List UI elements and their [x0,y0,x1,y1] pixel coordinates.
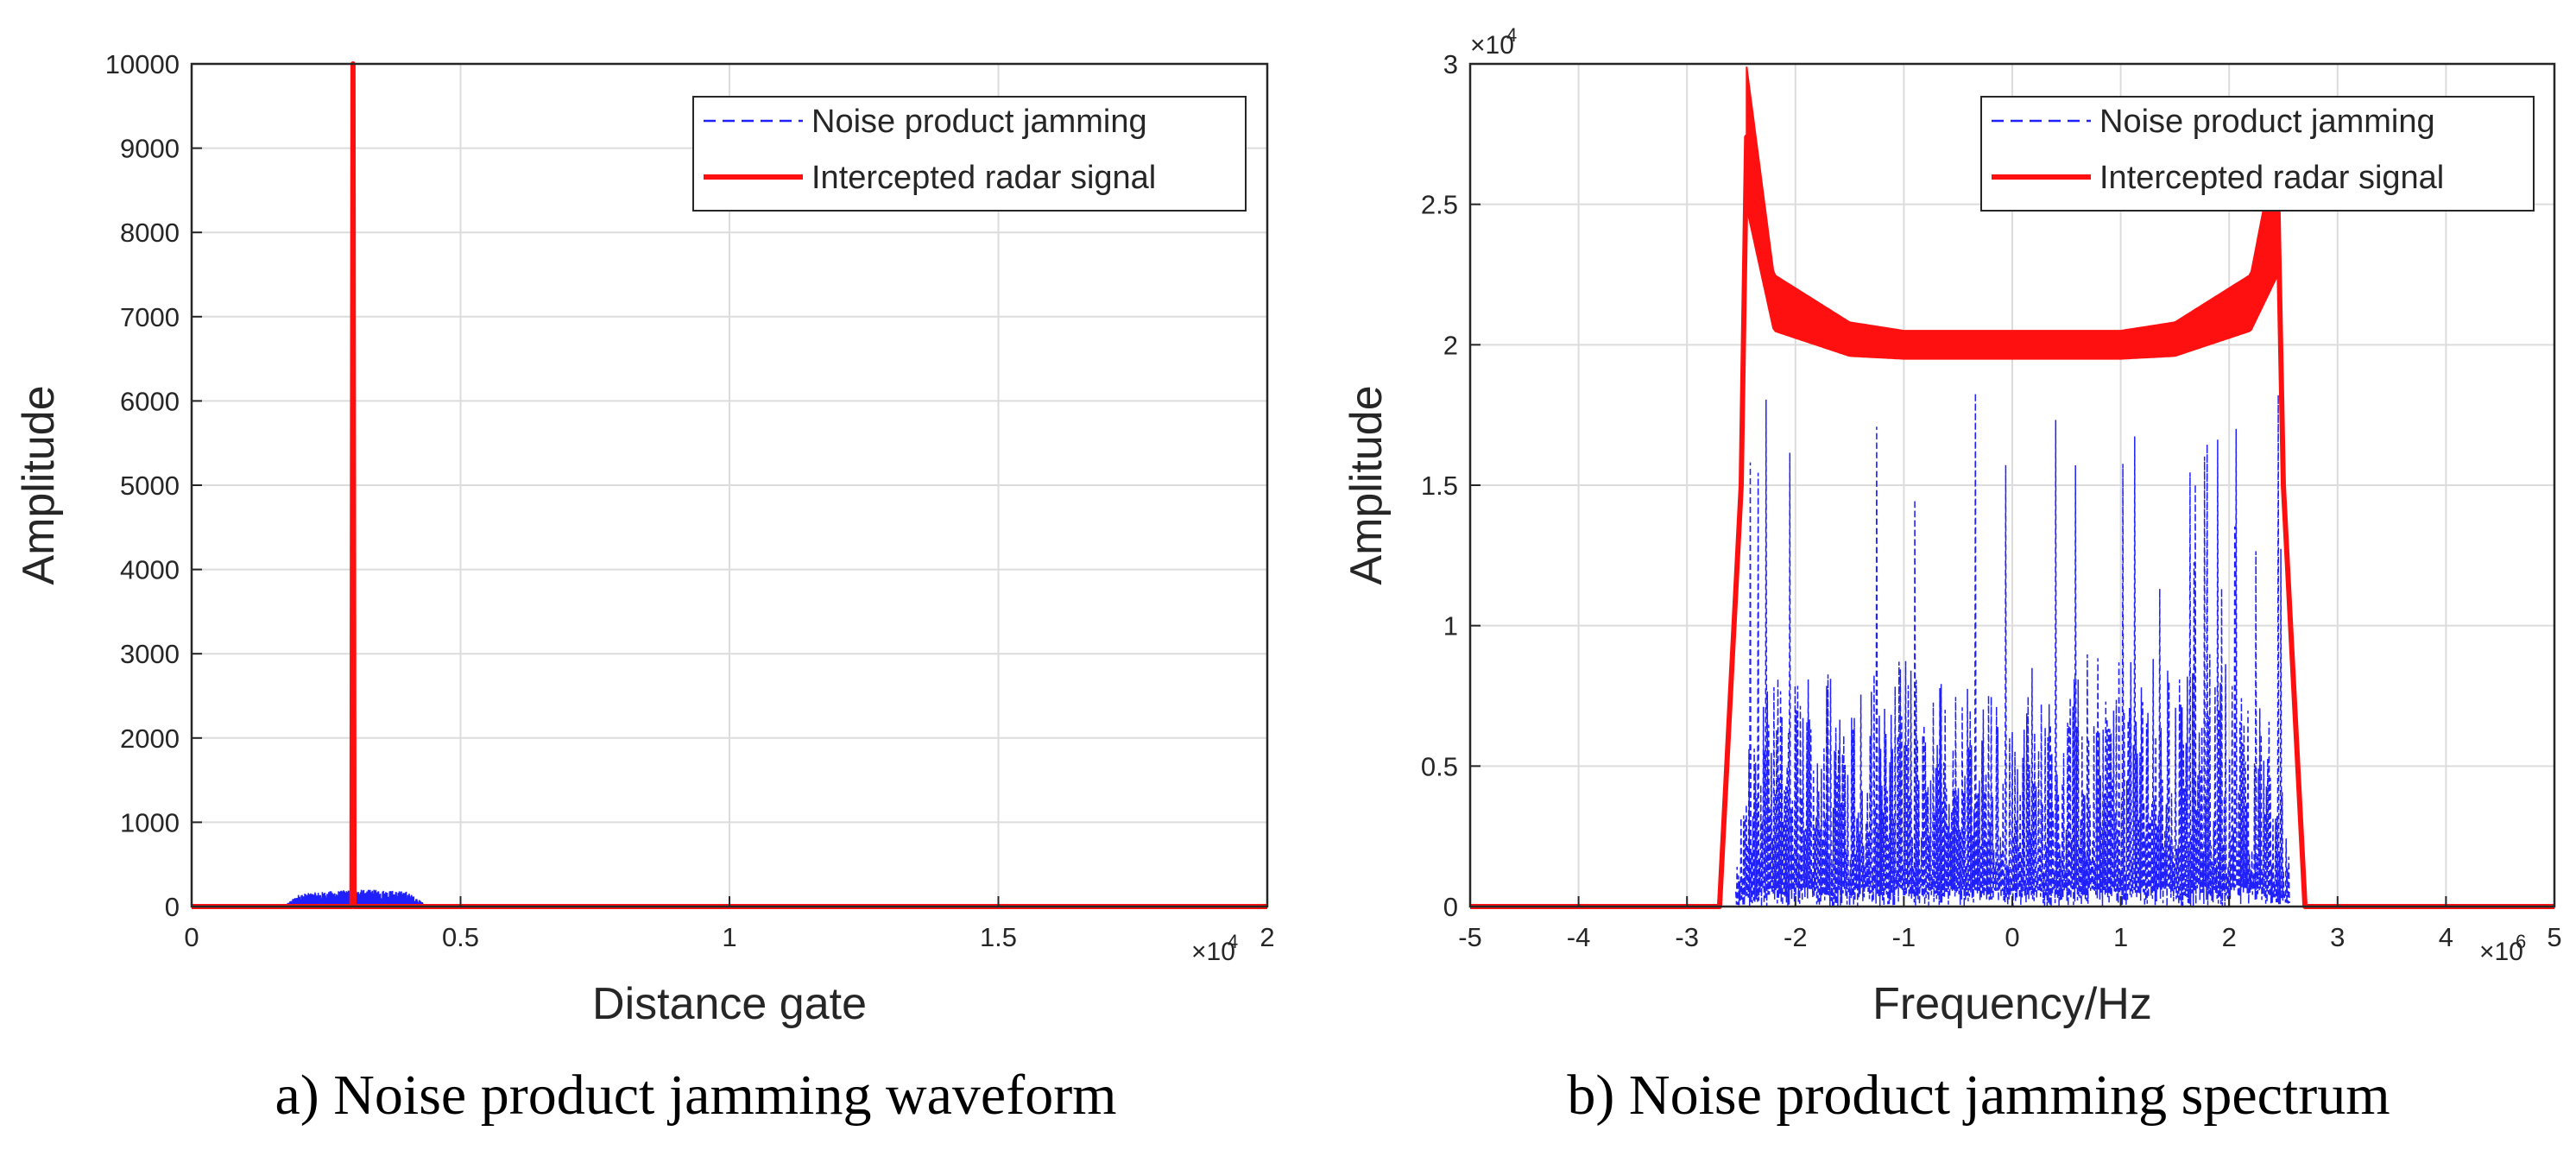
y-tick-label: 1000 [120,807,180,837]
y-tick-label: 6000 [120,386,180,416]
y-axis-label: Amplitude [1342,385,1392,584]
series-noise-jamming [1734,393,2290,907]
x-tick-label: 4 [2439,922,2453,952]
x-axis-label: Frequency/Hz [1872,979,2152,1029]
plot-series [1470,66,2554,909]
y-tick-label: 1 [1443,611,1458,641]
chart-spectrum: -5 -4 -3 -2 -1 0 1 2 3 4 5 0 0.5 1 1.5 2 2.5 3 Frequency… [1342,24,2562,1127]
x-tick-label: 5 [2547,922,2561,952]
y-tick-label: 2000 [120,723,180,754]
x-tick-label: -1 [1892,922,1916,952]
x-tick-label: 0 [2005,922,2019,952]
x-tick-label: -4 [1567,922,1591,952]
legend-label-radar: Intercepted radar signal [811,160,1156,196]
y-tick-label: 3000 [120,639,180,669]
legend-label-radar: Intercepted radar signal [2099,160,2444,196]
chart-waveform: 0 0.5 1 1.5 2 0 1000 2000 3000 4000 5000 6000 7000 8… [14,49,1275,1127]
x-ticks: -5 -4 -3 -2 -1 0 1 2 3 4 5 [1458,896,2562,952]
y-ticks: 0 1000 2000 3000 4000 5000 6000 7000 8000 9000 100… [105,49,202,922]
y-tick-label: 3 [1443,49,1458,79]
legend-box [692,96,1247,212]
caption: a) Noise product jamming waveform [275,1064,1116,1127]
x-tick-label: -2 [1784,922,1808,952]
series-radar-signal [1470,134,2554,909]
y-exponent: ×10 4 [1470,24,1517,60]
y-tick-label: 2 [1443,330,1458,360]
y-tick-label: 10000 [105,49,180,79]
x-tick-label: -3 [1675,922,1699,952]
y-tick-label: 4000 [120,555,180,585]
legend-label-jamming: Noise product jamming [811,104,1147,140]
y-tick-label: 7000 [120,302,180,332]
y-tick-label: 2.5 [1421,190,1458,220]
svg-text:4: 4 [1228,931,1238,952]
y-tick-label: 8000 [120,218,180,248]
svg-text:×10: ×10 [1470,31,1514,60]
y-ticks: 0 0.5 1 1.5 2 2.5 3 [1421,49,1481,922]
svg-text:4: 4 [1506,24,1517,46]
svg-text:×10: ×10 [2479,938,2523,966]
x-tick-label: 1 [722,922,736,952]
legend: Noise product jamming Intercepted radar … [692,96,1247,212]
x-tick-label: 3 [2330,922,2345,952]
x-exponent: ×10 4 [1191,931,1238,966]
x-tick-label: 2 [2222,922,2237,952]
y-tick-label: 0.5 [1421,751,1458,781]
x-exponent: ×10 6 [2479,931,2526,966]
legend-label-jamming: Noise product jamming [2099,104,2435,140]
y-tick-label: 9000 [120,134,180,164]
x-tick-label: 1.5 [980,922,1017,952]
x-axis-label: Distance gate [592,979,867,1029]
legend-box [1980,96,2535,212]
caption: b) Noise product jamming spectrum [1567,1064,2390,1127]
legend: Noise product jamming Intercepted radar … [1980,96,2535,212]
y-axis-label: Amplitude [14,385,64,584]
x-tick-label: -5 [1458,922,1482,952]
y-tick-label: 5000 [120,471,180,501]
svg-text:6: 6 [2516,931,2526,952]
y-tick-label: 1.5 [1421,471,1458,501]
y-tick-label: 0 [165,892,180,922]
x-ticks: 0 0.5 1 1.5 2 [184,896,1275,952]
x-tick-label: 0 [184,922,199,952]
y-tick-label: 0 [1443,892,1458,922]
x-tick-label: 2 [1260,922,1274,952]
svg-text:×10: ×10 [1191,938,1235,966]
x-tick-label: 1 [2113,922,2128,952]
x-tick-label: 0.5 [442,922,479,952]
